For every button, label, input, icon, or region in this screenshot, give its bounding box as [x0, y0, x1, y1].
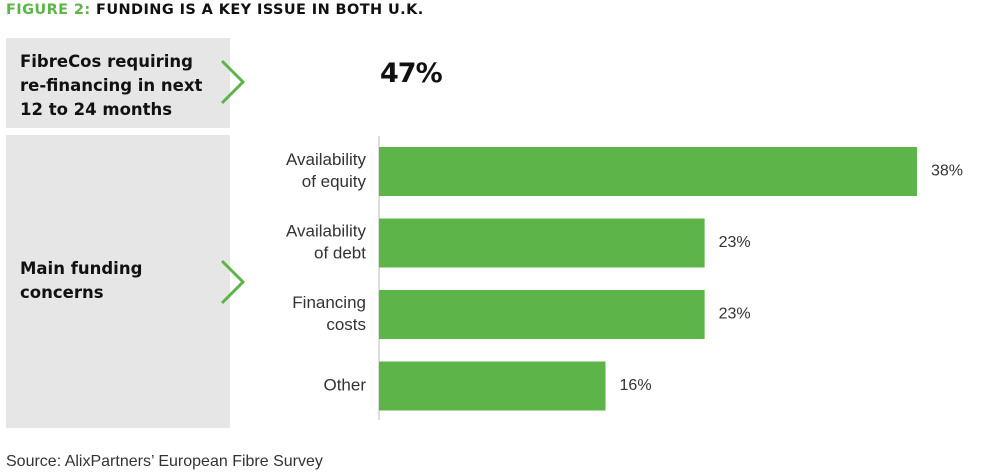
concerns-panel: Main funding concerns: [6, 135, 230, 428]
bar-value-label-3: 16%: [620, 377, 652, 394]
category-label-3: Other: [323, 375, 366, 394]
bar-1: [379, 218, 705, 268]
chevron-right-icon: [220, 259, 246, 305]
refinancing-panel: FibreCos requiring re-financing in next …: [6, 38, 230, 128]
bar-value-label-0: 38%: [931, 163, 963, 180]
bar-0: [379, 147, 917, 196]
refinancing-value: 47%: [380, 58, 443, 89]
figure-title: FIGURE 2: FUNDING IS A KEY ISSUE IN BOTH…: [6, 2, 424, 18]
refinancing-label: FibreCos requiring re-financing in next …: [20, 50, 202, 122]
bar-2: [379, 290, 705, 339]
bar-value-label-2: 23%: [719, 306, 751, 323]
refinancing-label-line-2: re-financing in next: [20, 76, 203, 95]
figure-title-text: FUNDING IS A KEY ISSUE IN BOTH U.K.: [96, 2, 424, 18]
category-label-1: Availability of debt: [286, 221, 367, 262]
refinancing-label-line-3: 12 to 24 months: [20, 100, 173, 119]
concerns-label-line-2: concerns: [20, 283, 104, 302]
concerns-label: Main funding concerns: [20, 257, 142, 305]
category-label-2: Financing costs: [292, 293, 366, 334]
bar-3: [379, 361, 606, 411]
chevron-right-icon: [220, 59, 246, 105]
bar-value-label-1: 23%: [719, 234, 751, 251]
source-note: Source: AlixPartners’ European Fibre Sur…: [6, 453, 323, 470]
category-label-0: Availability of equity: [286, 150, 367, 191]
refinancing-label-line-1: FibreCos requiring: [20, 52, 193, 71]
figure-title-prefix: FIGURE 2:: [6, 2, 91, 18]
concerns-label-line-1: Main funding: [20, 259, 143, 278]
